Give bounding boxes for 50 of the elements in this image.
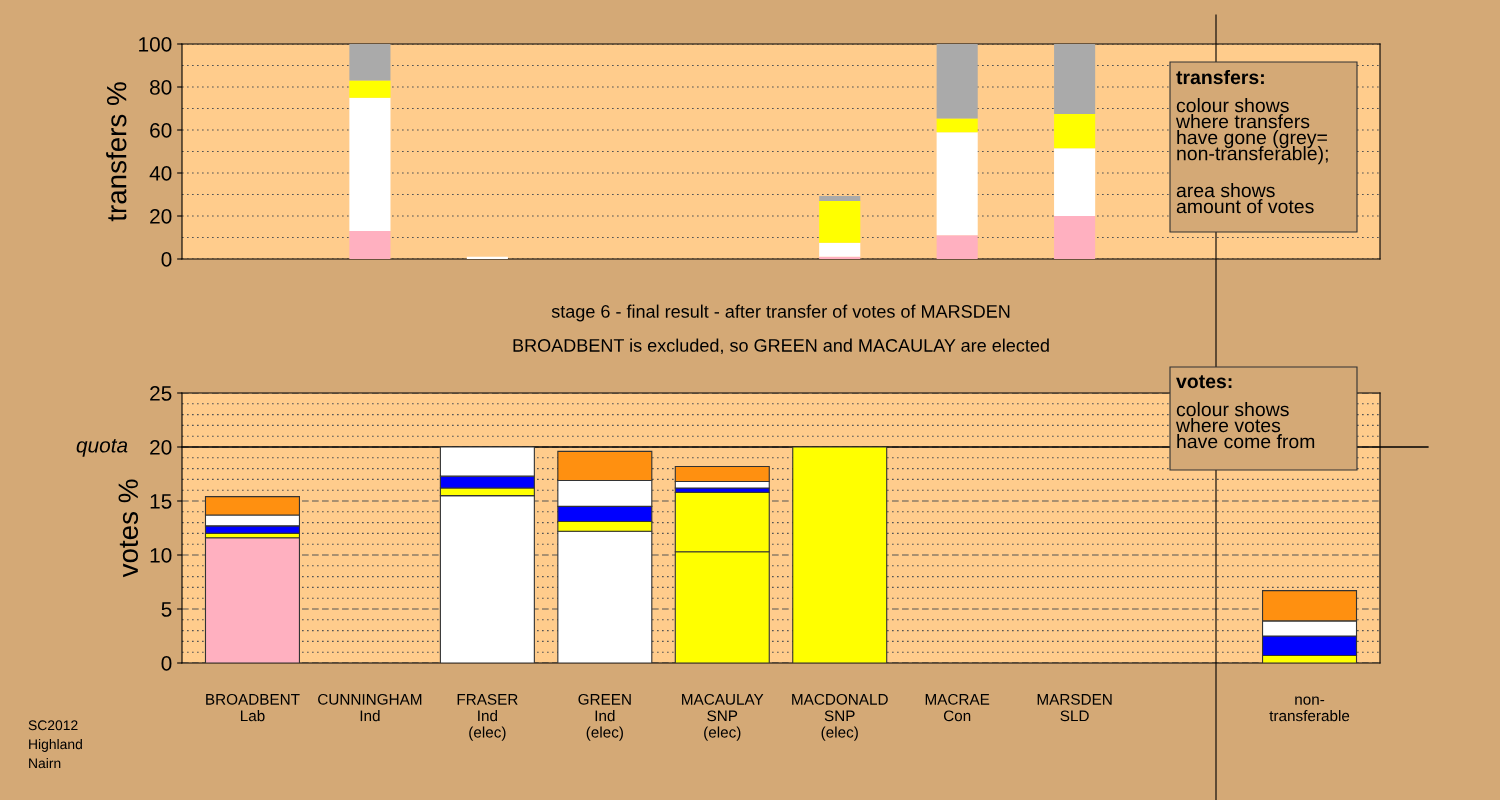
bar (349, 97, 391, 232)
bar (936, 132, 978, 236)
bar (349, 44, 391, 81)
y-tick-label: 5 (161, 602, 172, 617)
bar (819, 196, 861, 201)
y-axis-title: transfers % (106, 82, 127, 222)
y-tick-label: 60 (150, 123, 172, 138)
text: SC2012 Highland Nairn (28, 720, 82, 769)
annotation: colour shows where transfers have gone (grey= non-transferable); (1175, 98, 1328, 165)
x-tick-label: FRASER Ind (elec) (457, 693, 518, 741)
annotation: transfers: (1176, 69, 1264, 85)
y-tick-label: 0 (161, 252, 172, 267)
bar (466, 256, 508, 259)
bar (204, 537, 301, 663)
x-tick-label: MACRAE Con (925, 693, 990, 722)
x-tick-label: GREEN Ind (elec) (578, 693, 631, 741)
annotation: colour shows where votes have come from (1175, 402, 1315, 449)
y-tick-label: 20 (150, 440, 172, 455)
x-tick-label: CUNNINGHAM Ind (318, 693, 422, 722)
bar (819, 256, 861, 259)
y-tick-label: 25 (150, 386, 172, 401)
bar (936, 118, 978, 133)
bar (1054, 148, 1096, 216)
x-tick-label: MACDONALD SNP (elec) (792, 693, 888, 741)
bar (1054, 114, 1096, 149)
y-tick-label: 0 (161, 656, 172, 671)
bar (349, 80, 391, 98)
chart-subtitle: BROADBENT is excluded, so GREEN and MACAULAY are elected (513, 338, 1049, 354)
bar (819, 242, 861, 257)
y-tick-label: 10 (150, 548, 172, 563)
bar (1054, 216, 1096, 259)
y-tick-label: 100 (139, 37, 172, 52)
y-tick-label: 20 (150, 209, 172, 224)
bar (936, 235, 978, 259)
y-tick-label: 40 (149, 166, 172, 181)
y-axis-title: votes % (118, 479, 139, 578)
x-tick-label: MARSDEN SLD (1037, 693, 1112, 722)
text: votes: (1176, 375, 1232, 389)
bar (819, 200, 861, 243)
x-tick-label: non- transferable (1269, 696, 1350, 722)
bar (349, 231, 391, 259)
annotation: area shows amount of votes (1176, 183, 1314, 214)
y-tick-label: 80 (150, 80, 172, 95)
bar (936, 44, 978, 119)
x-tick-label: MACAULAY SNP (elec) (682, 693, 764, 741)
ref-line-label: quota (76, 438, 128, 457)
chart-title: stage 6 - final result - after transfer of votes of MARSDEN (551, 304, 1010, 322)
bar (1054, 44, 1096, 115)
x-tick-label: BROADBENT Lab (206, 693, 300, 722)
y-tick-label: 15 (150, 494, 172, 509)
